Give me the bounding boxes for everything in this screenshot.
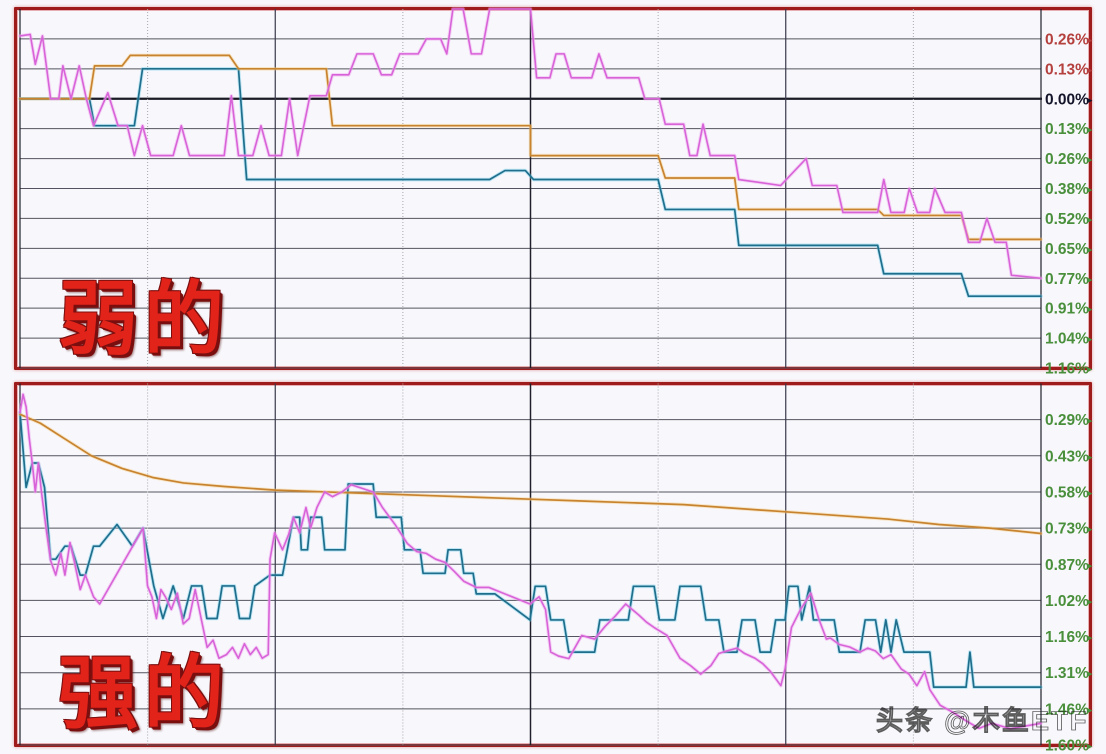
svg-text:0.91%: 0.91% [1045,301,1089,318]
svg-text:▸: ▸ [1087,304,1093,316]
svg-text:▸: ▸ [1087,274,1093,286]
svg-text:0.38%: 0.38% [1045,181,1089,198]
svg-text:0.77%: 0.77% [1045,271,1089,288]
svg-text:1.02%: 1.02% [1045,593,1089,610]
svg-text:▸: ▸ [1087,214,1093,226]
svg-text:0.58%: 0.58% [1045,484,1089,501]
svg-text:0.87%: 0.87% [1045,557,1089,574]
svg-text:▸: ▸ [1087,451,1093,463]
svg-text:▸: ▸ [1087,154,1093,166]
svg-text:0.43%: 0.43% [1045,448,1089,465]
svg-text:0.13%: 0.13% [1045,61,1089,78]
svg-text:▸: ▸ [1087,632,1093,644]
svg-text:▸: ▸ [1087,524,1093,536]
svg-text:▸: ▸ [1087,124,1093,136]
svg-text:1.16%: 1.16% [1045,629,1089,646]
svg-text:▸: ▸ [1087,741,1093,753]
svg-text:1.04%: 1.04% [1045,331,1089,348]
svg-text:0.26%: 0.26% [1045,31,1089,48]
svg-text:0.26%: 0.26% [1045,151,1089,168]
svg-text:▸: ▸ [1087,487,1093,499]
svg-text:0.29%: 0.29% [1045,412,1089,429]
svg-text:▸: ▸ [1087,415,1093,427]
svg-text:0.73%: 0.73% [1045,521,1089,538]
svg-text:▸: ▸ [1087,94,1093,106]
svg-text:0.65%: 0.65% [1045,241,1089,258]
svg-text:1.31%: 1.31% [1045,665,1089,682]
svg-text:▸: ▸ [1087,244,1093,256]
svg-text:0.13%: 0.13% [1045,121,1089,138]
svg-text:0.52%: 0.52% [1045,211,1089,228]
svg-text:▸: ▸ [1087,560,1093,572]
svg-text:▸: ▸ [1087,668,1093,680]
svg-text:▸: ▸ [1087,34,1093,46]
svg-text:▸: ▸ [1087,596,1093,608]
svg-text:1.16%: 1.16% [1045,361,1089,378]
svg-text:▸: ▸ [1087,364,1093,376]
svg-text:0.00%: 0.00% [1045,91,1089,108]
svg-text:1.60%: 1.60% [1045,738,1089,754]
svg-text:▸: ▸ [1087,334,1093,346]
svg-text:▸: ▸ [1087,184,1093,196]
svg-text:▸: ▸ [1087,64,1093,76]
